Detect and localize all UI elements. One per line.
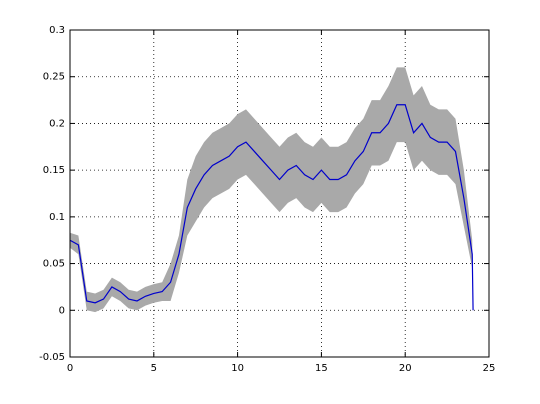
y-tick-label: 0.3 (49, 25, 65, 36)
y-tick-label: 0 (59, 305, 65, 316)
y-tick-label: 0.05 (43, 259, 65, 270)
x-tick-label: 20 (399, 363, 412, 374)
y-tick-label: 0.25 (43, 72, 65, 83)
y-tick-label: 0.15 (43, 165, 65, 176)
axes-box (69, 29, 490, 358)
y-tick-label: 0.2 (49, 118, 65, 129)
confidence-band (70, 67, 474, 313)
x-tick-label: 15 (315, 363, 328, 374)
y-tick-label: 0.1 (49, 212, 65, 223)
x-tick-label: 5 (151, 363, 157, 374)
x-tick-label: 25 (483, 363, 496, 374)
line (69, 104, 474, 311)
x-tick-label: 10 (231, 363, 244, 374)
y-tick-label: -0.05 (39, 352, 65, 363)
x-tick-label: 0 (67, 363, 73, 374)
